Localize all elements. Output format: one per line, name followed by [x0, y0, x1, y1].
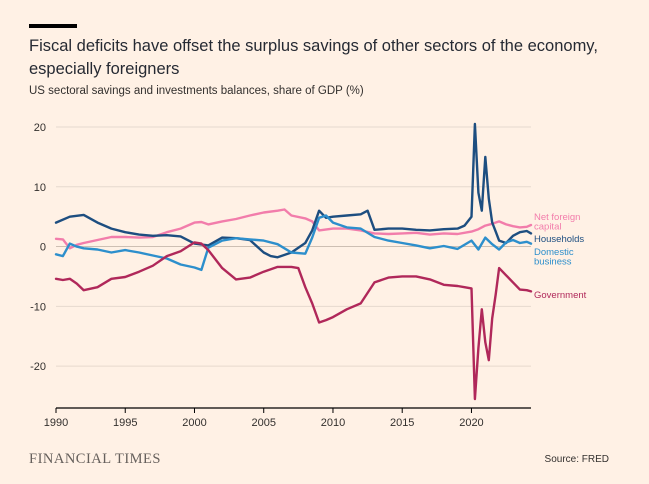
gridlines [56, 126, 531, 367]
series-label-government: Government [534, 290, 587, 301]
x-axis: 1990 1995 2000 2005 2010 2015 2020 [44, 407, 531, 429]
y-tick-label: -20 [30, 361, 46, 373]
series-label-line: Government [534, 290, 587, 301]
series-line-domestic-business [54, 214, 533, 272]
y-tick-label: 0 [40, 242, 46, 254]
x-tick-label: 2005 [251, 417, 275, 429]
series-line-households [54, 122, 533, 259]
series-label-line: Net foreign [534, 212, 580, 223]
series-label-net-foreign-capital: Net foreign capital [534, 212, 580, 233]
series-label-line: Households [534, 234, 584, 245]
series-label-households: Households [534, 234, 584, 245]
x-tick-label: 2020 [459, 417, 483, 429]
y-tick-label: 10 [34, 182, 46, 194]
series-label-line: business [534, 257, 572, 268]
y-tick-label: -10 [30, 301, 46, 313]
series-lines [54, 122, 533, 401]
brand-logo-text: FINANCIAL TIMES [29, 451, 161, 467]
chart-title: Fiscal deficits have offset the surplus … [29, 37, 598, 78]
series-label-line: capital [534, 222, 561, 233]
series-label-domestic-business: Domestic business [534, 247, 574, 268]
ft-header-bar [29, 24, 77, 28]
x-tick-label: 1995 [113, 417, 137, 429]
series-line-net-foreign-capital [54, 208, 533, 250]
x-tick-label: 2000 [182, 417, 206, 429]
series-label-line: Domestic [534, 247, 574, 258]
x-tick-label: 1990 [44, 417, 68, 429]
source-note: Source: FRED [544, 454, 609, 465]
series-line-government [54, 241, 533, 401]
x-tick-label: 2010 [321, 417, 345, 429]
y-tick-label: 20 [34, 122, 46, 134]
chart-subtitle: US sectoral savings and investments bala… [29, 85, 364, 97]
y-axis-tick-labels: 20 10 0 -10 -20 [30, 122, 46, 373]
x-tick-label: 2015 [390, 417, 414, 429]
